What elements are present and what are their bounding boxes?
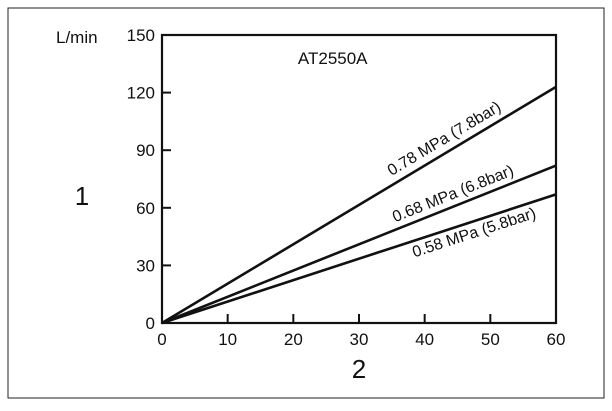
x-tick-label: 60 <box>547 330 566 349</box>
series-label: 0.78 MPa (7.8bar) <box>385 99 504 180</box>
y-tick-label: 30 <box>136 256 155 275</box>
x-tick-label: 30 <box>350 330 369 349</box>
y-axis: 0 30 60 90 120 150 <box>127 26 171 333</box>
y-unit-label: L/min <box>56 28 98 47</box>
series-label-group: 0.78 MPa (7.8bar)0.68 MPa (6.8bar)0.58 M… <box>385 99 538 262</box>
outer-frame <box>7 7 605 399</box>
x-axis: 0 10 20 30 40 50 60 <box>157 314 565 349</box>
y-tick-label: 60 <box>136 199 155 218</box>
series-line <box>161 193 557 325</box>
y-tick-label: 150 <box>127 26 155 45</box>
series-group <box>161 85 557 325</box>
chart-title: AT2550A <box>298 49 368 68</box>
series-line <box>161 85 557 325</box>
series-label: 0.58 MPa (5.8bar) <box>410 205 538 261</box>
y-tick-label: 0 <box>146 314 155 333</box>
y-axis-label: 1 <box>75 181 89 211</box>
x-axis-label: 2 <box>352 354 366 384</box>
y-tick-label: 90 <box>136 141 155 160</box>
series-line <box>161 164 557 325</box>
x-tick-label: 10 <box>218 330 237 349</box>
x-tick-label: 20 <box>284 330 303 349</box>
y-tick-label: 120 <box>127 84 155 103</box>
x-tick-label: 50 <box>481 330 500 349</box>
x-tick-label: 0 <box>157 330 166 349</box>
x-tick-label: 40 <box>415 330 434 349</box>
